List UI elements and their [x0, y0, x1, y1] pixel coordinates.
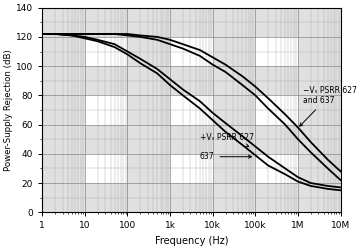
Bar	[42, 8, 85, 212]
Bar	[127, 8, 170, 212]
X-axis label: Frequency (Hz): Frequency (Hz)	[155, 236, 228, 246]
Text: −Vₛ PSRR 627
and 637: −Vₛ PSRR 627 and 637	[300, 86, 357, 126]
Bar	[42, 183, 340, 212]
Bar	[298, 8, 340, 212]
Bar	[42, 66, 340, 95]
Text: 637: 637	[200, 152, 252, 161]
Bar	[42, 124, 340, 154]
Bar	[213, 8, 255, 212]
Bar	[42, 8, 340, 37]
Text: +Vₛ PSRR 627: +Vₛ PSRR 627	[200, 133, 254, 147]
Y-axis label: Power-Supply Rejection (dB): Power-Supply Rejection (dB)	[4, 49, 13, 171]
